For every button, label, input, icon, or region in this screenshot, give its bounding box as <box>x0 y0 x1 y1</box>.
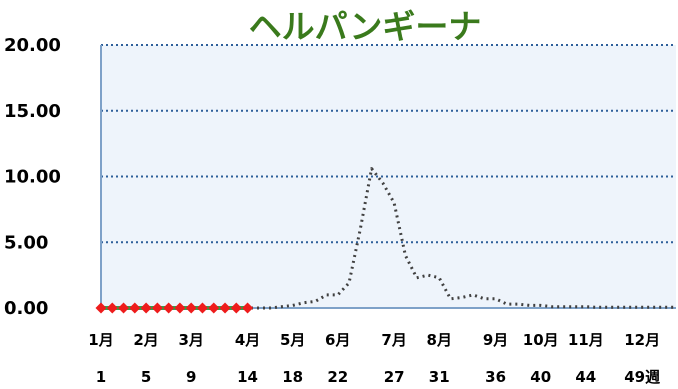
x-tick-month-label: 2月 <box>133 331 158 349</box>
x-tick-week-label: 9 <box>186 368 196 386</box>
chart-title: ヘルパンギーナ <box>249 7 482 46</box>
y-tick-label: 15.00 <box>4 101 61 122</box>
x-tick-week-label: 5 <box>141 368 151 386</box>
y-tick-labels: 0.00 5.00 10.00 15.00 20.00 <box>4 35 61 319</box>
x-tick-week-label: 44 <box>575 368 596 386</box>
series-point-marker <box>95 302 107 314</box>
series-point-marker <box>118 302 130 314</box>
x-tick-month-label: 10月 <box>523 331 559 349</box>
series-point-marker <box>219 302 231 314</box>
x-tick-month-label: 6月 <box>325 331 350 349</box>
x-tick-month-label: 11月 <box>568 331 604 349</box>
x-tick-month-label: 7月 <box>381 331 406 349</box>
x-tick-month-label: 3月 <box>178 331 203 349</box>
series-point-marker <box>129 302 141 314</box>
x-tick-week-label: 18 <box>282 368 303 386</box>
x-tick-week-label: 31 <box>429 368 450 386</box>
series-point-marker <box>208 302 220 314</box>
x-tick-week-label: 22 <box>327 368 348 386</box>
x-tick-month-label: 1月 <box>88 331 113 349</box>
gridlines <box>101 44 676 244</box>
y-tick-label: 20.00 <box>4 35 61 56</box>
x-tick-week-label: 1 <box>96 368 106 386</box>
series-point-marker <box>140 302 152 314</box>
y-tick-label: 0.00 <box>4 298 48 319</box>
series-point-marker <box>185 302 197 314</box>
x-tick-week-label: 49週 <box>624 368 660 386</box>
series-point-marker <box>174 302 186 314</box>
series-point-marker <box>196 302 208 314</box>
series-point-marker <box>230 302 242 314</box>
y-tick-label: 10.00 <box>4 167 61 188</box>
series-point-marker <box>151 302 163 314</box>
x-tick-month-label: 5月 <box>280 331 305 349</box>
x-tick-week-label: 27 <box>384 368 405 386</box>
series-point-marker <box>106 302 118 314</box>
x-tick-month-label: 8月 <box>427 331 452 349</box>
series-point-marker <box>163 302 175 314</box>
series-layer <box>95 167 676 314</box>
x-tick-month-label: 9月 <box>483 331 508 349</box>
x-tick-week-label: 40 <box>530 368 551 386</box>
x-tick-labels: 1月 2月 3月 4月 5月 6月 7月 8月 9月 10月 11月 12月 1 5 9 14 18 22 27 31… <box>88 331 660 386</box>
x-tick-week-label: 36 <box>485 368 506 386</box>
y-tick-label: 5.00 <box>4 232 48 253</box>
series-point-marker <box>242 302 254 314</box>
x-tick-week-label: 14 <box>237 368 258 386</box>
x-tick-month-label: 4月 <box>235 331 260 349</box>
x-tick-month-label: 12月 <box>624 331 660 349</box>
